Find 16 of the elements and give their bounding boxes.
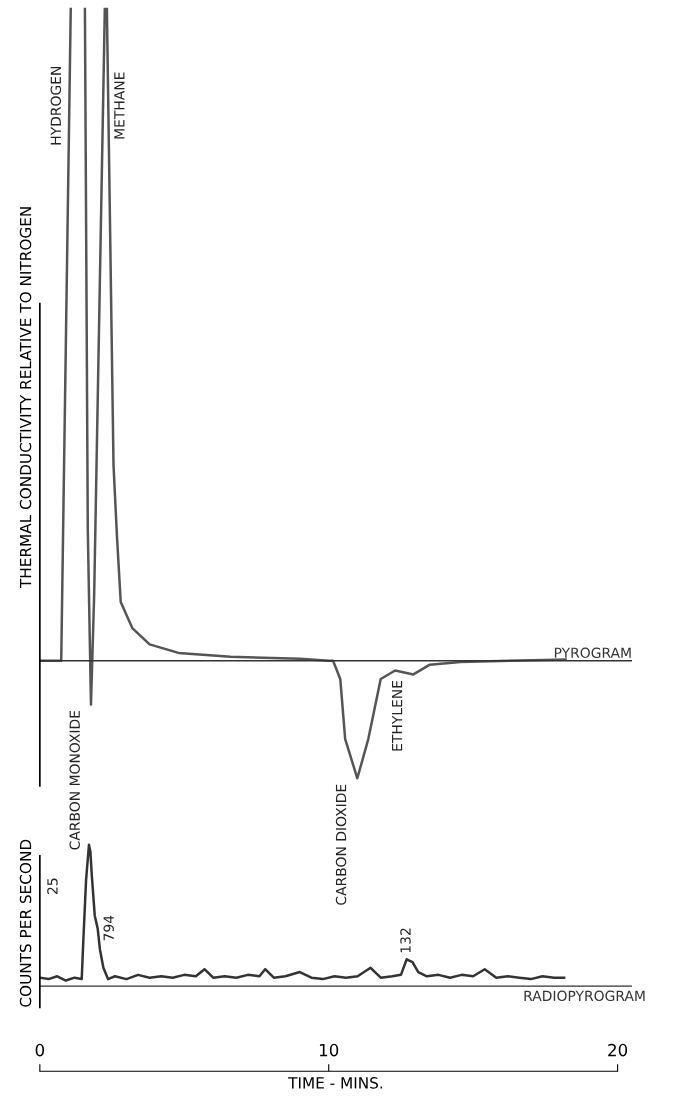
annotation: CARBON DIOXIDE xyxy=(335,784,347,905)
annotation: ETHYLENE xyxy=(392,680,403,751)
annotation: HYDROGEN xyxy=(50,66,62,145)
x-tick-label: 20 xyxy=(608,1043,628,1057)
x-tick-label: 0 xyxy=(35,1043,45,1057)
series-label: RADIOPYROGRAM xyxy=(524,990,645,1002)
x-axis-title: TIME - MINS. xyxy=(288,1077,383,1089)
annotation: 794 xyxy=(103,915,114,941)
x-tick-label: 10 xyxy=(319,1043,339,1057)
y-axis-title: COUNTS PER SECOND xyxy=(19,839,32,1007)
annotation: CARBON MONOXIDE xyxy=(69,710,80,850)
series-label: PYROGRAM xyxy=(554,647,631,659)
y-axis-title: THERMAL CONDUCTIVITY RELATIVE TO NITROGEN xyxy=(19,207,32,589)
annotation: METHANE xyxy=(114,72,125,139)
annotation: 25 xyxy=(47,878,58,895)
annotation: 132 xyxy=(400,928,411,953)
